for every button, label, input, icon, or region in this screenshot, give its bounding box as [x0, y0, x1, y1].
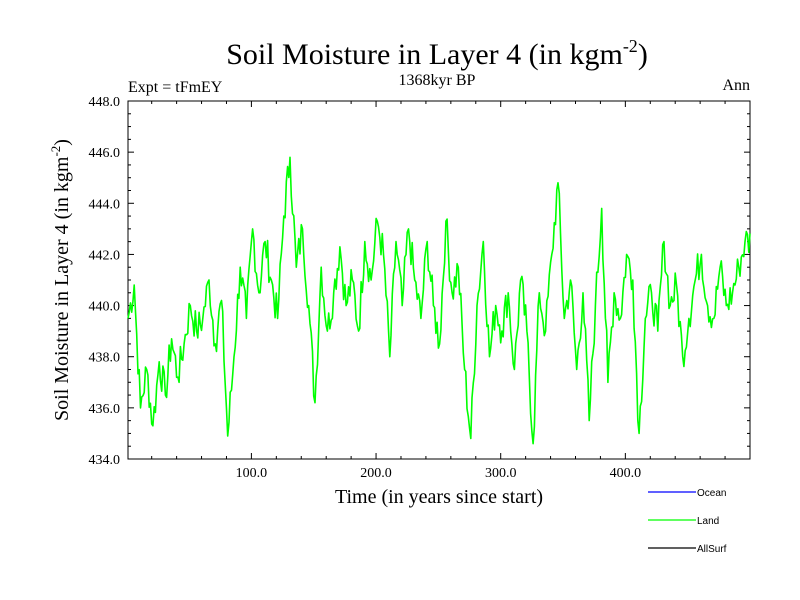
y-tick-label: 434.0	[89, 453, 121, 468]
plot-frame	[127, 100, 751, 460]
y-tick-label: 440.0	[89, 300, 121, 315]
chart-title-close: )	[638, 38, 648, 71]
x-tick-label: 400.0	[610, 466, 642, 481]
y-tick-label: 442.0	[89, 248, 121, 263]
y-axis-label-superscript: -2	[48, 146, 63, 157]
y-axis-label-close: )	[51, 139, 73, 146]
y-tick-label: 444.0	[89, 197, 121, 212]
season-label: Ann	[722, 77, 750, 94]
x-axis: 100.0 200.0 300.0 400.0	[151, 101, 726, 481]
y-tick-label: 446.0	[89, 146, 121, 161]
y-axis: 434.0 436.0 438.0 440.0 442.0 444.0 446.0 448.0	[89, 95, 750, 468]
x-tick-label: 100.0	[236, 466, 268, 481]
x-tick-label: 200.0	[360, 466, 392, 481]
y-axis-label-main: Soil Moisture in Layer 4 (in kgm	[51, 156, 73, 421]
x-axis-label: Time (in years since start)	[335, 486, 543, 508]
legend-label-ocean: Ocean	[697, 488, 726, 499]
chart-title-main: Soil Moisture in Layer 4 (in kgm	[226, 38, 623, 71]
y-axis-label: Soil Moisture in Layer 4 (in kgm-2)	[48, 139, 73, 421]
experiment-label: Expt = tFmEY	[128, 79, 223, 96]
land-series-line	[127, 156, 751, 445]
y-tick-label: 448.0	[89, 95, 121, 110]
chart-title: Soil Moisture in Layer 4 (in kgm-2)	[226, 36, 648, 71]
legend: Ocean Land AllSurf	[648, 488, 727, 555]
x-tick-label: 300.0	[485, 466, 517, 481]
chart-subtitle: 1368kyr BP	[399, 72, 476, 89]
legend-label-allsurf: AllSurf	[697, 544, 727, 555]
chart-title-superscript: -2	[623, 36, 638, 56]
legend-label-land: Land	[697, 516, 719, 527]
y-tick-label: 436.0	[89, 402, 121, 417]
y-tick-label: 438.0	[89, 351, 121, 366]
